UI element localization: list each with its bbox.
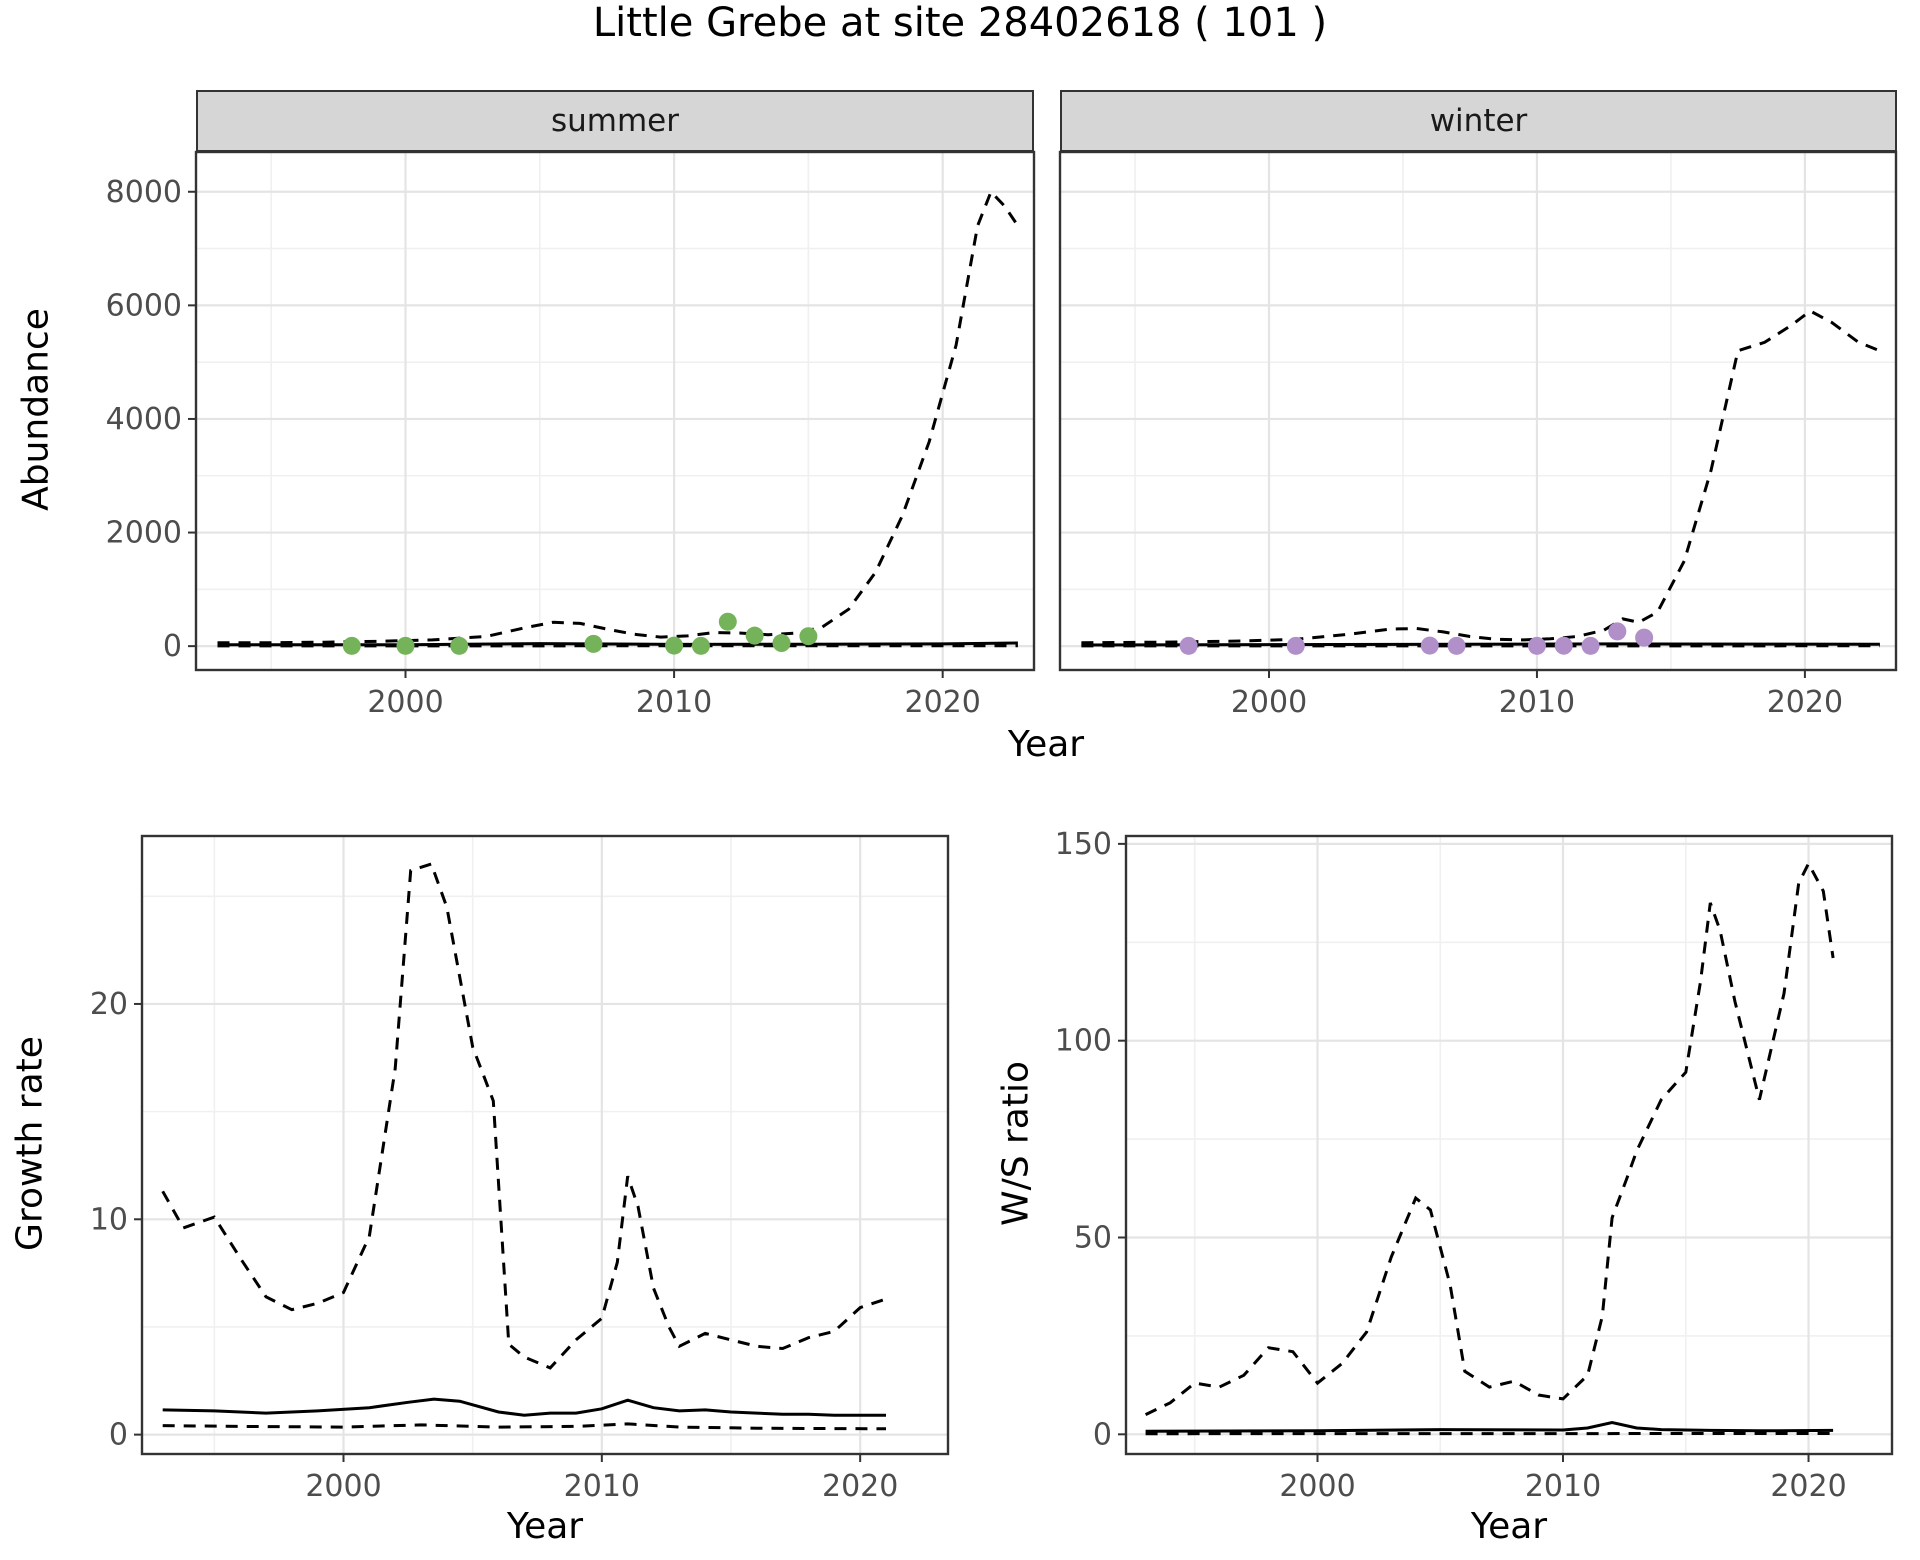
svg-text:2000: 2000 [1279,1469,1355,1504]
ws-x-axis-label: Year [1470,1506,1548,1547]
growth-x-axis-label: Year [506,1506,584,1547]
svg-text:2020: 2020 [904,685,980,720]
abundance-y-axis-label: Abundance [15,308,57,511]
svg-text:2000: 2000 [106,516,182,551]
svg-text:8000: 8000 [106,175,182,210]
facet-strip-winter: winter [1060,90,1897,152]
svg-text:0: 0 [109,1418,128,1453]
facet-strip-summer: summer [196,90,1034,152]
svg-text:4000: 4000 [106,402,182,437]
svg-text:2020: 2020 [822,1469,898,1504]
facet-strip-winter-label: winter [1429,103,1528,139]
svg-text:10: 10 [90,1202,128,1237]
abundance-x-axis-label: Year [1007,724,1085,765]
svg-text:2000: 2000 [1231,685,1307,720]
page-title: Little Grebe at site 28402618 ( 101 ) [592,0,1328,46]
svg-text:150: 150 [1055,830,1112,862]
svg-text:100: 100 [1055,1024,1112,1059]
svg-text:0: 0 [163,629,182,664]
ws-ratio-panel: 2000 2010 2020 0 50 100 150 [1055,830,1894,1504]
svg-text:2000: 2000 [367,685,443,720]
svg-text:0: 0 [1093,1417,1112,1452]
svg-text:2010: 2010 [1499,685,1575,720]
svg-text:2010: 2010 [564,1469,640,1504]
ws-y-axis-label: W/S ratio [995,1060,1037,1227]
svg-text:2010: 2010 [1525,1469,1601,1504]
svg-text:2020: 2020 [1767,685,1843,720]
svg-text:2010: 2010 [636,685,712,720]
svg-text:6000: 6000 [106,288,182,323]
svg-text:2000: 2000 [305,1469,381,1504]
facet-strip-summer-label: summer [550,103,679,139]
abundance-summer-panel: 2000 2010 2020 0 2000 4000 6000 8000 [106,150,1036,720]
svg-text:50: 50 [1074,1221,1112,1256]
svg-text:2020: 2020 [1770,1469,1846,1504]
svg-text:20: 20 [90,987,128,1022]
growth-rate-panel: 2000 2010 2020 0 10 20 [90,834,950,1504]
abundance-winter-panel: 2000 2010 2020 [1058,150,1898,720]
